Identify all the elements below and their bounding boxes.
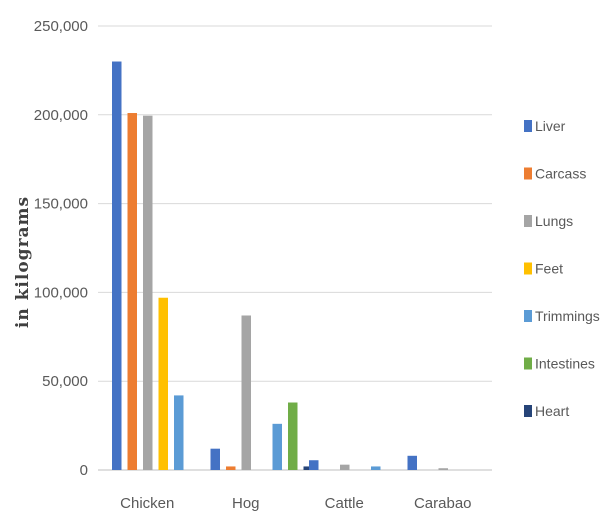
bar-lungs-cattle (340, 464, 350, 470)
legend-label: Heart (535, 403, 569, 419)
y-tick-label: 100,000 (34, 284, 88, 301)
bar-trimmings-hog (272, 423, 282, 470)
bar-carcass-hog (226, 466, 236, 470)
y-tick-label: 250,000 (34, 18, 88, 35)
bar-lungs-chicken (143, 115, 153, 471)
legend: Liver Carcass Lungs Feet Trimmings Intestines… (524, 118, 600, 419)
x-category-label: Chicken (120, 495, 174, 512)
bar-intestines-hog (288, 402, 298, 470)
bar-feet-chicken (158, 297, 168, 470)
x-category-label: Hog (232, 495, 260, 512)
x-axis-categories: Chicken Hog Cattle Carabao (120, 495, 471, 512)
x-category-label: Cattle (325, 495, 364, 512)
x-category-label: Carabao (414, 495, 472, 512)
legend-swatch-liver (524, 120, 532, 132)
bar-lungs-carabao (438, 468, 448, 470)
bar-trimmings-chicken (174, 395, 184, 470)
legend-label: Lungs (535, 213, 573, 229)
legend-swatch-feet (524, 262, 532, 275)
legend-swatch-heart (524, 405, 532, 417)
legend-label: Liver (535, 118, 566, 134)
legend-swatch-intestines (524, 357, 532, 370)
legend-label: Intestines (535, 356, 595, 372)
bar-liver-hog (210, 448, 220, 470)
bar-carcass-chicken (127, 113, 137, 471)
bar-trimmings-cattle (371, 466, 381, 470)
legend-label: Carcass (535, 166, 586, 182)
legend-label: Trimmings (535, 308, 600, 324)
y-tick-label: 0 (80, 462, 88, 479)
y-tick-label: 150,000 (34, 196, 88, 213)
bar-heart-hog (303, 466, 313, 470)
legend-swatch-carcass (524, 167, 532, 180)
bar-liver-chicken (112, 61, 122, 471)
bar-lungs-hog (241, 315, 251, 470)
bar-liver-carabao (407, 455, 417, 470)
y-axis-label: in kilograms (13, 196, 33, 328)
legend-label: Feet (535, 261, 563, 277)
y-tick-label: 50,000 (42, 373, 88, 390)
bars (112, 61, 448, 471)
bar-liver-cattle (309, 460, 319, 470)
y-axis-ticks: 0 50,000 100,000 150,000 200,000 250,000 (34, 18, 88, 479)
legend-swatch-trimmings (524, 310, 532, 322)
legend-swatch-lungs (524, 215, 532, 227)
y-tick-label: 200,000 (34, 107, 88, 124)
